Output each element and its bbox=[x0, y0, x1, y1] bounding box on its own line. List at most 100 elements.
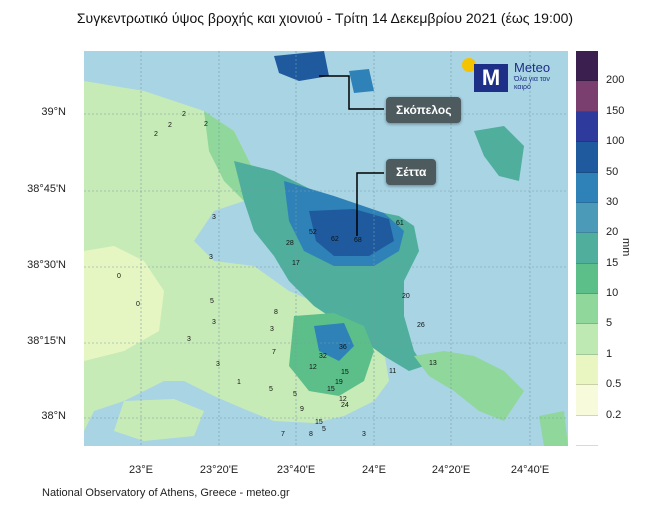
station-value: 12 bbox=[339, 396, 347, 403]
skyros-island bbox=[474, 126, 524, 181]
unit-label: mm bbox=[620, 238, 632, 257]
footer-credit: National Observatory of Athens, Greece -… bbox=[42, 487, 290, 499]
saronic-coast bbox=[114, 399, 204, 441]
lat-label: 38°15'N bbox=[27, 335, 66, 347]
color-scale-cell bbox=[576, 233, 598, 264]
station-value: 26 bbox=[417, 322, 425, 329]
color-scale-cell bbox=[576, 51, 598, 82]
station-value: 15 bbox=[341, 369, 349, 376]
color-scale-cell bbox=[576, 111, 598, 143]
lat-label: 39°N bbox=[41, 106, 66, 118]
skopelos-island bbox=[274, 51, 329, 81]
color-scale-level: 0.5 bbox=[606, 378, 622, 391]
station-value: 3 bbox=[187, 336, 191, 343]
color-scale-level: 30 bbox=[606, 195, 619, 208]
color-scale-level: 5 bbox=[606, 317, 613, 330]
station-value: 2 bbox=[154, 131, 158, 138]
station-value: 12 bbox=[309, 364, 317, 371]
sun-icon bbox=[462, 58, 476, 72]
color-scale-level: 150 bbox=[606, 104, 625, 117]
station-value: 17 bbox=[292, 260, 300, 267]
station-value: 68 bbox=[354, 237, 362, 244]
station-value: 2 bbox=[168, 122, 172, 129]
color-scale bbox=[576, 51, 598, 446]
station-value: 8 bbox=[309, 431, 313, 438]
color-scale-level: 200 bbox=[606, 74, 625, 87]
station-value: 62 bbox=[331, 236, 339, 243]
station-value: 5 bbox=[269, 386, 273, 393]
color-scale-level: 10 bbox=[606, 287, 619, 300]
station-value: 7 bbox=[272, 349, 276, 356]
station-value: 15 bbox=[315, 419, 323, 426]
station-value: 2 bbox=[204, 121, 208, 128]
station-value: 3 bbox=[362, 431, 366, 438]
color-scale-cell bbox=[576, 385, 598, 416]
station-value: 5 bbox=[322, 426, 326, 433]
station-value: 15 bbox=[327, 386, 335, 393]
color-scale-level: 20 bbox=[606, 226, 619, 239]
alonissos-island bbox=[349, 69, 374, 93]
color-scale-cell bbox=[576, 294, 598, 325]
station-value: 3 bbox=[216, 361, 220, 368]
color-scale-cell bbox=[576, 324, 598, 355]
evia-peak-rain-zone bbox=[309, 209, 394, 256]
color-scale-level: 0.2 bbox=[606, 408, 622, 421]
station-value: 3 bbox=[209, 254, 213, 261]
station-value: 2 bbox=[182, 111, 186, 118]
station-value: 5 bbox=[293, 391, 297, 398]
attica-heavy-rain-zone bbox=[314, 323, 354, 361]
callout-setta: Σέττα bbox=[386, 159, 437, 185]
lon-label: 23°20'E bbox=[199, 464, 239, 476]
lon-label: 23°E bbox=[129, 464, 153, 476]
lon-label: 24°E bbox=[362, 464, 386, 476]
station-value: 3 bbox=[212, 319, 216, 326]
color-scale-cell bbox=[576, 172, 598, 203]
station-value: 1 bbox=[237, 379, 241, 386]
meteo-logo: M Meteo Όλα για τον καιρό bbox=[462, 56, 562, 96]
station-value: 32 bbox=[319, 353, 327, 360]
setta-leader-line bbox=[356, 172, 384, 236]
callout-skopelos: Σκόπελος bbox=[386, 97, 462, 123]
logo-name: Meteo bbox=[514, 60, 551, 75]
lon-label: 24°20'E bbox=[431, 464, 471, 476]
andros-island bbox=[414, 351, 524, 421]
color-scale-level: 15 bbox=[606, 256, 619, 269]
station-value: 0 bbox=[136, 301, 140, 308]
lat-label: 38°N bbox=[41, 410, 66, 422]
logo-tagline: Όλα για τον καιρό bbox=[514, 76, 550, 91]
station-value: 36 bbox=[339, 344, 347, 351]
map-title: Συγκεντρωτικό ύψος βροχής και χιονιού - … bbox=[76, 10, 574, 26]
station-value: 52 bbox=[309, 229, 317, 236]
station-value: 11 bbox=[389, 368, 396, 375]
station-value: 19 bbox=[335, 379, 343, 386]
mainland-dry-zone bbox=[84, 246, 164, 361]
color-scale-cell bbox=[576, 263, 598, 294]
station-value: 3 bbox=[270, 326, 274, 333]
station-value: 13 bbox=[429, 360, 437, 367]
station-value: 24 bbox=[341, 402, 349, 409]
lon-label: 24°40'E bbox=[510, 464, 550, 476]
station-value: 0 bbox=[117, 273, 121, 280]
graticule bbox=[84, 51, 568, 446]
skopelos-leader-line bbox=[319, 75, 384, 110]
color-scale-cell bbox=[576, 202, 598, 234]
station-value: 28 bbox=[286, 240, 294, 247]
station-value: 20 bbox=[402, 293, 410, 300]
lat-label: 38°30'N bbox=[27, 259, 66, 271]
lon-label: 23°40'E bbox=[276, 464, 316, 476]
color-scale-level: 1 bbox=[606, 347, 613, 360]
tinos-island bbox=[539, 411, 568, 446]
color-scale-cell bbox=[576, 415, 598, 446]
color-scale-cell bbox=[576, 354, 598, 386]
station-value: 61 bbox=[396, 220, 404, 227]
color-scale-level: 100 bbox=[606, 135, 625, 148]
color-scale-level: 50 bbox=[606, 165, 619, 178]
station-value: 7 bbox=[281, 431, 285, 438]
color-scale-cell bbox=[576, 81, 598, 112]
station-value: 3 bbox=[212, 214, 216, 221]
station-value: 9 bbox=[300, 406, 304, 413]
station-value: 8 bbox=[274, 309, 278, 316]
lat-label: 38°45'N bbox=[27, 183, 66, 195]
